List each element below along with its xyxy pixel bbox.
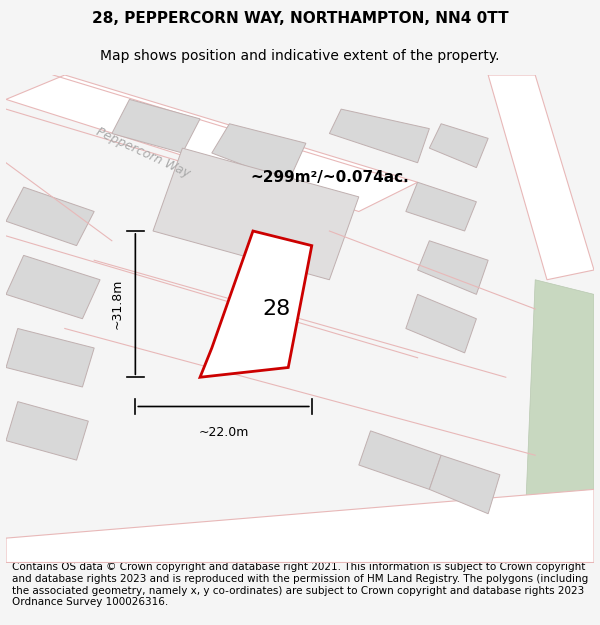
Polygon shape [200, 231, 312, 378]
Polygon shape [523, 280, 594, 562]
Polygon shape [6, 329, 94, 387]
Polygon shape [406, 182, 476, 231]
Text: 28: 28 [262, 299, 290, 319]
Polygon shape [6, 75, 418, 211]
Polygon shape [430, 124, 488, 168]
Text: ~299m²/~0.074ac.: ~299m²/~0.074ac. [250, 170, 409, 185]
Polygon shape [212, 124, 306, 182]
Polygon shape [6, 489, 594, 562]
Text: Contains OS data © Crown copyright and database right 2021. This information is : Contains OS data © Crown copyright and d… [12, 562, 588, 608]
Polygon shape [6, 402, 88, 460]
Text: ~31.8m: ~31.8m [110, 279, 124, 329]
Text: Peppercorn Way: Peppercorn Way [94, 126, 192, 181]
Polygon shape [329, 109, 430, 162]
Polygon shape [112, 99, 200, 153]
Text: ~22.0m: ~22.0m [199, 426, 249, 439]
Polygon shape [6, 256, 100, 319]
Text: 28, PEPPERCORN WAY, NORTHAMPTON, NN4 0TT: 28, PEPPERCORN WAY, NORTHAMPTON, NN4 0TT [92, 11, 508, 26]
Polygon shape [153, 148, 359, 280]
Polygon shape [488, 75, 594, 280]
Polygon shape [359, 431, 441, 489]
Polygon shape [6, 187, 94, 246]
Text: Map shows position and indicative extent of the property.: Map shows position and indicative extent… [100, 49, 500, 63]
Polygon shape [406, 294, 476, 353]
Polygon shape [418, 241, 488, 294]
Polygon shape [430, 455, 500, 514]
